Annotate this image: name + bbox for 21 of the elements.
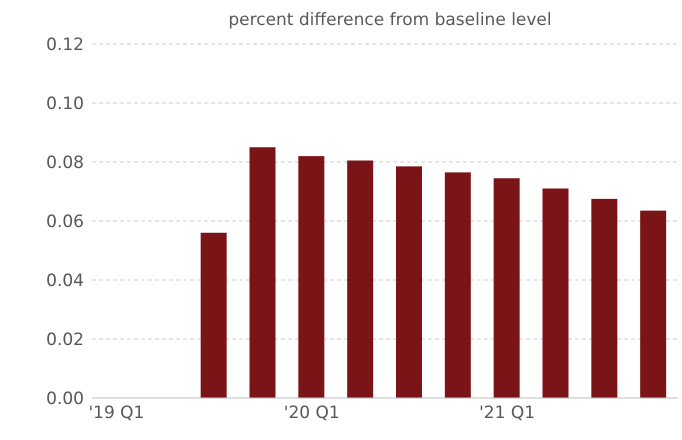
y-tick-label: 0.12 — [46, 35, 84, 56]
y-tick-label: 0.06 — [46, 212, 84, 232]
bar — [542, 188, 568, 398]
x-tick-label: '19 Q1 — [88, 403, 144, 424]
x-tick-label: '20 Q1 — [284, 403, 340, 424]
bar — [298, 156, 324, 398]
y-tick-label: 0.02 — [46, 330, 84, 350]
bar — [494, 178, 520, 398]
y-tick-label: 0.08 — [46, 153, 84, 174]
bar — [250, 147, 276, 398]
bar — [347, 160, 374, 398]
x-tick-label: '21 Q1 — [479, 403, 536, 424]
chart-title: percent difference from baseline level — [227, 10, 553, 30]
bar — [200, 232, 227, 398]
y-tick-label: 0.04 — [46, 271, 84, 292]
y-tick-label: 0.10 — [46, 94, 84, 114]
bar — [396, 166, 422, 398]
bar — [591, 198, 618, 398]
bar — [640, 210, 666, 398]
bar — [444, 172, 471, 398]
y-tick-label: 0.00 — [46, 389, 84, 410]
